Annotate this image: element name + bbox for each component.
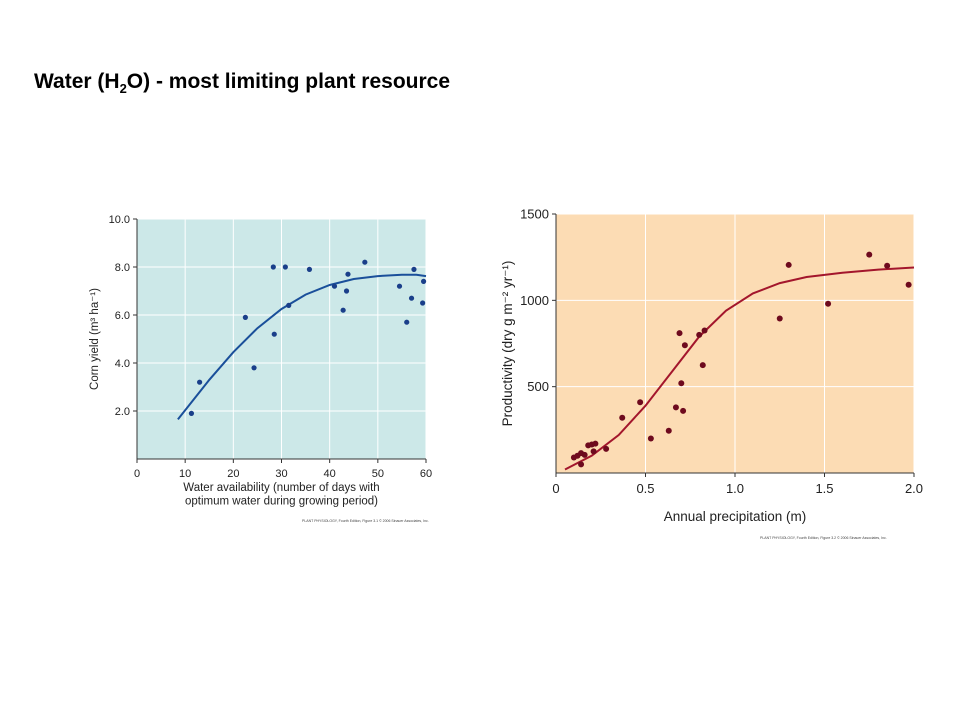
prod-data-point-24 [825, 300, 832, 307]
prod-x-axis-label-0: Annual precipitation (m) [664, 509, 807, 524]
corn-data-point-4 [270, 264, 276, 270]
title-subscript: 2 [119, 81, 127, 97]
corn-y-axis-label: Corn yield (m³ ha⁻¹) [89, 288, 101, 390]
corn-data-point-17 [411, 266, 417, 272]
prod-x-tick-label-4: 2.0 [905, 481, 923, 496]
prod-data-point-18 [681, 342, 688, 349]
prod-fit-curve [564, 266, 915, 471]
prod-data-point-23 [785, 261, 792, 268]
prod-data-point-10 [619, 414, 626, 421]
prod-data-point-9 [603, 445, 610, 452]
corn-x-tick-label-1: 10 [179, 468, 191, 480]
prod-y-axis-label: Productivity (dry g m⁻² yr⁻¹) [500, 261, 515, 427]
corn-x-tick-label-6: 60 [420, 468, 432, 480]
prod-data-point-22 [776, 315, 783, 322]
corn-data-point-12 [345, 271, 351, 277]
corn-data-point-5 [271, 331, 277, 337]
prod-data-point-13 [665, 427, 672, 434]
corn-fit-curve [177, 273, 427, 421]
prod-data-point-12 [647, 435, 654, 442]
corn-data-point-9 [331, 283, 338, 289]
prod-data-point-19 [696, 331, 703, 338]
corn-yield-chart: 0 10 20 30 40 50 60 2.0 4.0 6.0 8.0 10.0 Water avail… [89, 214, 432, 523]
prod-data-point-7 [592, 440, 599, 447]
prod-data-point-3 [578, 461, 585, 468]
corn-data-point-16 [408, 295, 415, 301]
corn-data-point-8 [306, 266, 313, 272]
prod-x-tick-label-0: 0 [552, 481, 559, 496]
productivity-chart: 0 0.5 1.0 1.5 2.0 500 1000 1500 Annual precipita… [500, 207, 923, 540]
corn-data-point-15 [404, 319, 410, 325]
prod-x-tick-label-2: 1.0 [726, 481, 744, 496]
slide-title: Water (H2O) - most limiting plant resour… [34, 70, 450, 96]
prod-x-tick-label-3: 1.5 [815, 481, 833, 496]
prod-data-point-27 [905, 281, 912, 288]
corn-y-tick-label-2: 6.0 [115, 310, 130, 322]
corn-y-tick-label-3: 8.0 [115, 262, 130, 274]
prod-data-point-11 [637, 399, 644, 406]
prod-data-point-14 [672, 404, 679, 411]
corn-data-point-10 [340, 307, 346, 313]
corn-data-point-13 [362, 259, 368, 265]
corn-data-point-18 [420, 300, 426, 306]
corn-x-tick-label-0: 0 [134, 468, 140, 480]
corn-data-point-14 [396, 283, 403, 289]
corn-x-tick-label-2: 20 [227, 468, 239, 480]
title-part-2: O) - most limiting plant resource [126, 70, 450, 93]
corn-x-tick-label-3: 30 [275, 468, 287, 480]
prod-data-point-25 [866, 251, 873, 258]
prod-figure-credit: PLANT PHYSIOLOGY, Fourth Edition, Figure… [760, 536, 887, 540]
prod-y-tick-label-2: 1500 [520, 207, 549, 222]
prod-data-point-20 [699, 362, 706, 369]
corn-data-point-7 [286, 302, 292, 308]
corn-y-tick-label-0: 2.0 [115, 406, 130, 418]
prod-data-point-16 [678, 380, 685, 387]
prod-x-tick-label-1: 0.5 [636, 481, 654, 496]
corn-data-point-11 [343, 288, 350, 294]
prod-data-point-21 [701, 327, 708, 334]
corn-data-point-0 [188, 410, 195, 416]
corn-data-point-2 [242, 314, 248, 320]
prod-data-point-17 [680, 407, 687, 414]
title-part-1: Water (H [34, 70, 120, 93]
corn-x-tick-label-5: 50 [372, 468, 384, 480]
corn-y-tick-label-1: 4.0 [115, 358, 130, 370]
corn-data-point-1 [197, 379, 203, 385]
corn-x-axis-label-0: Water availability (number of days with [183, 482, 379, 494]
corn-data-point-19 [420, 278, 427, 284]
prod-data-point-4 [581, 451, 588, 458]
corn-y-tick-label-4: 10.0 [109, 214, 130, 226]
corn-figure-credit: PLANT PHYSIOLOGY, Fourth Edition, Figure… [302, 519, 429, 523]
prod-data-point-26 [884, 262, 891, 269]
corn-data-point-3 [251, 365, 257, 371]
corn-x-axis-label-1: optimum water during growing period) [185, 496, 378, 508]
prod-y-tick-label-1: 1000 [520, 293, 549, 308]
corn-x-tick-label-4: 40 [324, 468, 336, 480]
corn-data-point-6 [282, 264, 288, 270]
prod-data-point-8 [590, 448, 597, 455]
prod-data-point-15 [676, 330, 683, 337]
prod-y-tick-label-0: 500 [527, 379, 549, 394]
